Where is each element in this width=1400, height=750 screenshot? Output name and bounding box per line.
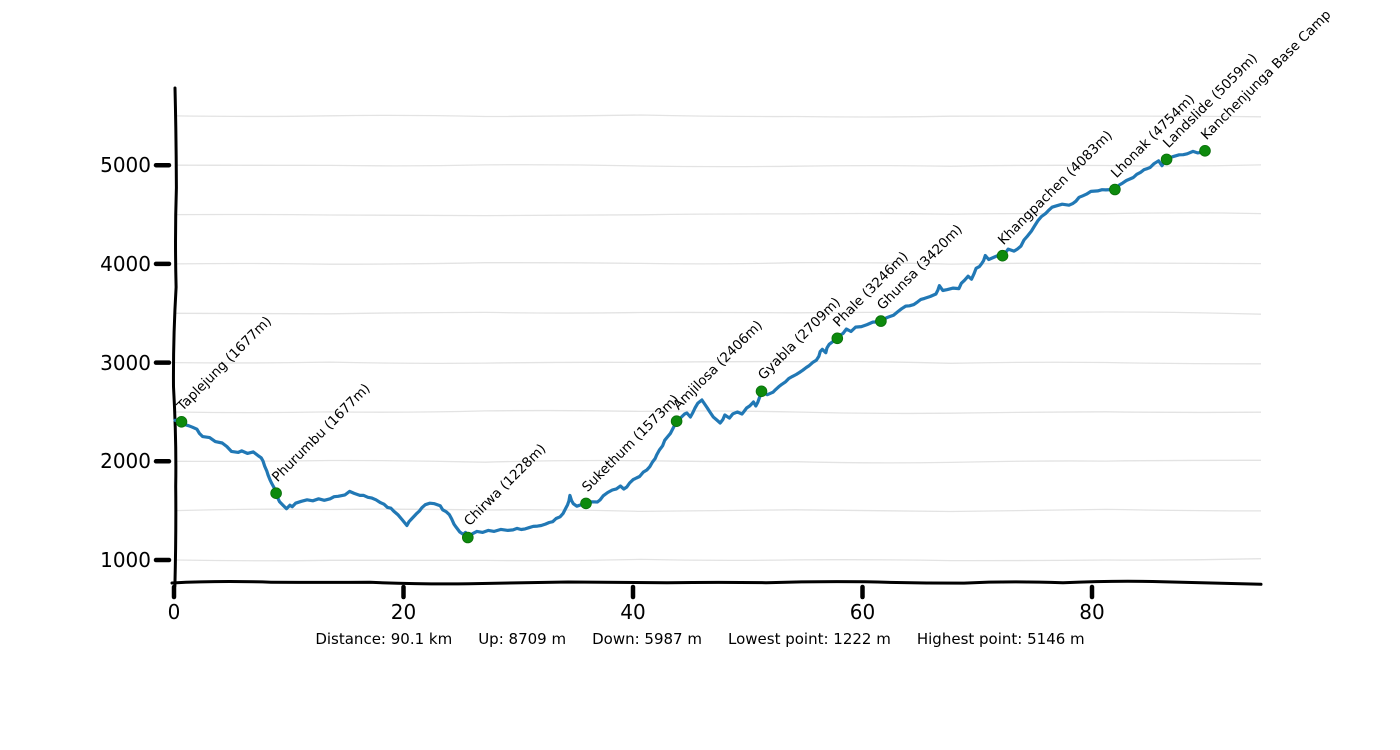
elevation-line: [173, 149, 1207, 540]
waypoint-marker: [831, 332, 844, 345]
stat-highest-point: Highest point: 5146 m: [916, 630, 1085, 648]
x-tick-label: 0: [167, 600, 181, 624]
x-tick-label: 40: [620, 600, 646, 624]
y-tick-label: 4000: [100, 251, 151, 276]
gridline: [174, 114, 1262, 118]
waypoint-marker: [461, 531, 474, 544]
gridline: [174, 311, 1262, 315]
gridline: [174, 508, 1262, 513]
stat-down: Down: 5987 m: [592, 630, 702, 648]
x-tick-label: 80: [1079, 600, 1105, 624]
gridline: [174, 261, 1262, 265]
waypoint-marker: [670, 415, 683, 428]
waypoint-marker: [580, 497, 592, 510]
gridline: [174, 164, 1262, 168]
gridline: [174, 212, 1262, 217]
x-tick-label: 60: [849, 600, 876, 624]
waypoint-marker: [175, 415, 188, 428]
gridline: [174, 409, 1262, 415]
waypoint-marker: [875, 315, 887, 327]
stat-distance: Distance: 90.1 km: [315, 630, 453, 648]
y-tick-label: 3000: [100, 350, 151, 375]
stats-footer: Distance: 90.1 km Up: 8709 m Down: 5987 m L…: [0, 629, 1400, 649]
x-axis: [170, 579, 1263, 586]
waypoint-marker: [1109, 183, 1121, 196]
waypoint-marker: [996, 249, 1009, 262]
gridline: [174, 360, 1262, 365]
waypoint-marker: [755, 385, 768, 398]
waypoint-marker: [270, 487, 282, 500]
x-tick-label: 20: [390, 600, 417, 624]
stat-up: Up: 8709 m: [478, 630, 567, 648]
stat-lowest-point: Lowest point: 1222 m: [727, 630, 891, 648]
y-tick-label: 2000: [100, 449, 151, 474]
waypoint-marker: [1199, 145, 1211, 157]
gridline: [174, 558, 1262, 562]
y-tick-label: 1000: [100, 548, 151, 572]
y-tick-label: 5000: [100, 153, 151, 178]
waypoint-marker: [1160, 153, 1173, 166]
y-axis: [171, 86, 178, 588]
gridline: [174, 459, 1262, 464]
